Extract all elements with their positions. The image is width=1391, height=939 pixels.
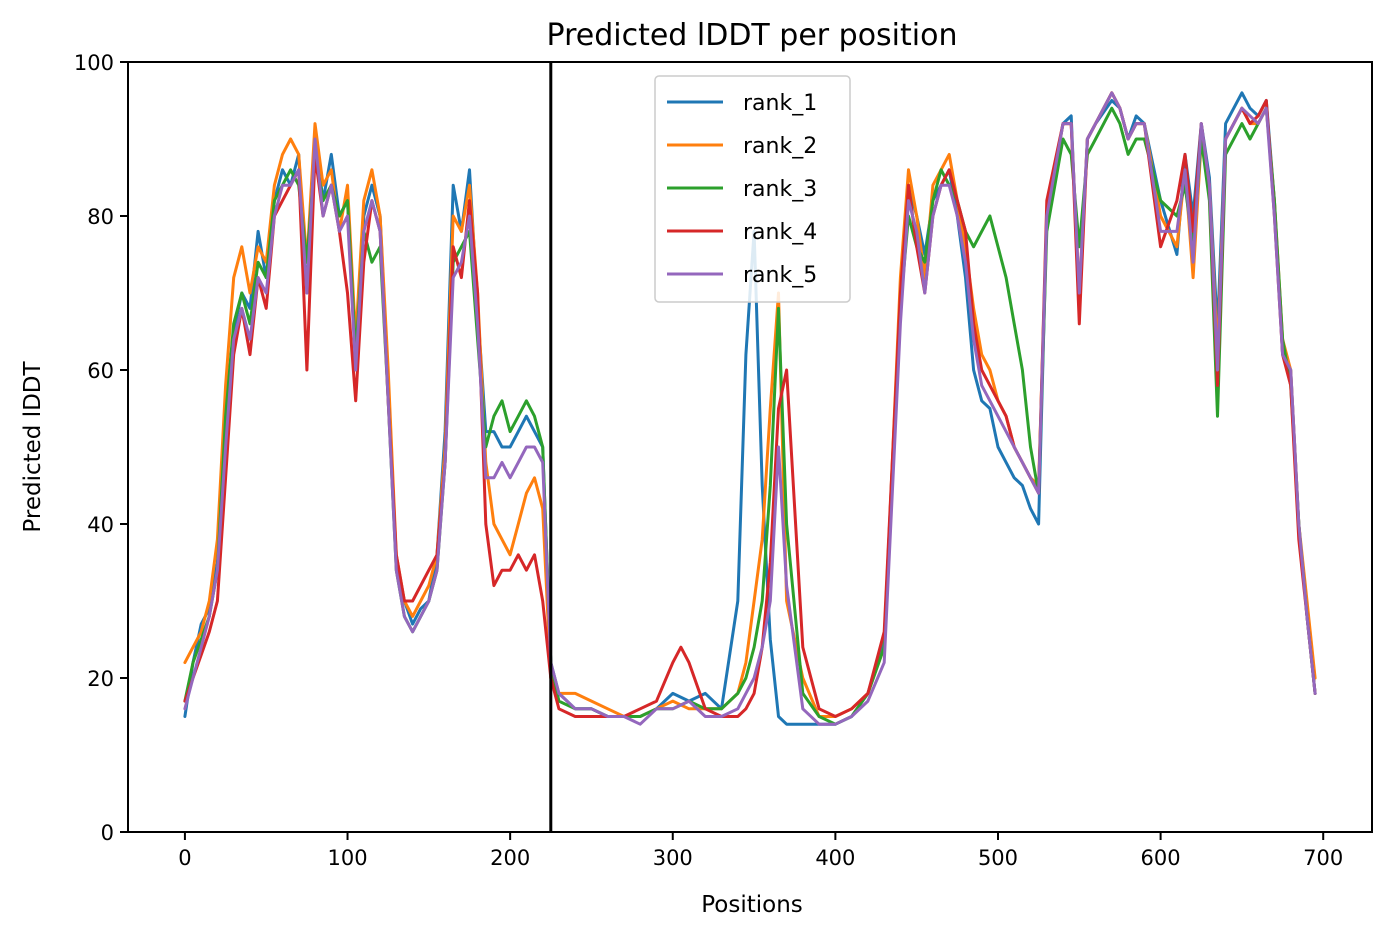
y-tick-label: 60 — [87, 359, 114, 383]
y-tick-label: 80 — [87, 205, 114, 229]
chart-title: Predicted lDDT per position — [547, 18, 958, 53]
series-line-rank_3 — [183, 106, 1317, 726]
series-line-rank_5 — [183, 91, 1317, 726]
y-tick-label: 0 — [101, 821, 114, 845]
legend-label-rank_1: rank_1 — [743, 91, 817, 116]
x-tick-label: 600 — [1141, 846, 1181, 870]
x-tick-label: 700 — [1303, 846, 1343, 870]
y-tick-label: 20 — [87, 667, 114, 691]
y-tick-label: 100 — [74, 51, 114, 75]
x-tick-label: 500 — [978, 846, 1018, 870]
axes-layer: 0 100 200 300 400 500 600 700 0 20 40 60 80 100 — [74, 51, 1373, 870]
axes-frame — [127, 61, 1373, 833]
x-axis-label: Positions — [701, 892, 803, 918]
legend-label-rank_2: rank_2 — [743, 134, 817, 159]
legend-label-rank_3: rank_3 — [743, 177, 817, 202]
x-tick-label: 0 — [178, 846, 191, 870]
y-axis-label: Predicted lDDT — [20, 360, 46, 532]
legend-label-rank_4: rank_4 — [743, 220, 817, 245]
x-tick-label: 400 — [815, 846, 855, 870]
series-layer — [183, 91, 1317, 726]
legend: rank_1 rank_2 rank_3 rank_4 rank_5 — [654, 75, 851, 303]
legend-label-rank_5: rank_5 — [743, 263, 817, 288]
x-tick-label: 300 — [653, 846, 693, 870]
y-tick-label: 40 — [87, 513, 114, 537]
legend-box — [654, 75, 851, 303]
x-tick-label: 200 — [490, 846, 530, 870]
x-tick-label: 100 — [327, 846, 367, 870]
